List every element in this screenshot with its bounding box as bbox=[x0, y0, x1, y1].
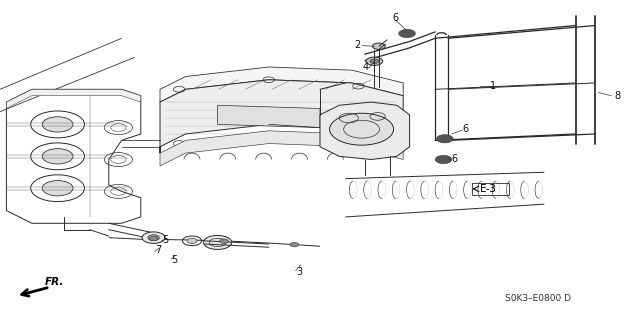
Text: 5: 5 bbox=[162, 235, 168, 245]
Text: E-3: E-3 bbox=[480, 184, 495, 194]
Circle shape bbox=[42, 117, 73, 132]
Circle shape bbox=[330, 113, 394, 145]
Text: 5: 5 bbox=[171, 255, 177, 265]
Text: 8: 8 bbox=[614, 91, 621, 101]
Text: 6: 6 bbox=[392, 12, 399, 23]
Polygon shape bbox=[6, 89, 141, 108]
Text: 6: 6 bbox=[451, 154, 458, 165]
Text: 4: 4 bbox=[363, 62, 369, 72]
Polygon shape bbox=[320, 102, 410, 160]
Circle shape bbox=[149, 236, 158, 241]
Circle shape bbox=[399, 29, 415, 38]
Text: S0K3–E0800 D: S0K3–E0800 D bbox=[504, 294, 571, 303]
Circle shape bbox=[370, 59, 379, 63]
Text: FR.: FR. bbox=[45, 277, 64, 287]
Text: 3: 3 bbox=[296, 267, 303, 277]
Circle shape bbox=[436, 135, 453, 143]
Circle shape bbox=[148, 235, 159, 241]
Text: 7: 7 bbox=[156, 245, 162, 256]
Polygon shape bbox=[160, 80, 403, 153]
Circle shape bbox=[220, 239, 228, 243]
Circle shape bbox=[290, 242, 299, 247]
Circle shape bbox=[372, 43, 385, 49]
Text: E-3: E-3 bbox=[480, 184, 495, 194]
Polygon shape bbox=[160, 131, 403, 166]
Text: 6: 6 bbox=[463, 124, 469, 134]
Polygon shape bbox=[218, 105, 320, 128]
Circle shape bbox=[42, 149, 73, 164]
Circle shape bbox=[204, 235, 232, 249]
Circle shape bbox=[42, 181, 73, 196]
Circle shape bbox=[435, 155, 452, 164]
Circle shape bbox=[187, 238, 197, 243]
Circle shape bbox=[366, 57, 383, 65]
Text: 1: 1 bbox=[490, 81, 496, 91]
Circle shape bbox=[142, 232, 165, 243]
Polygon shape bbox=[160, 67, 403, 102]
Text: 2: 2 bbox=[354, 40, 360, 50]
